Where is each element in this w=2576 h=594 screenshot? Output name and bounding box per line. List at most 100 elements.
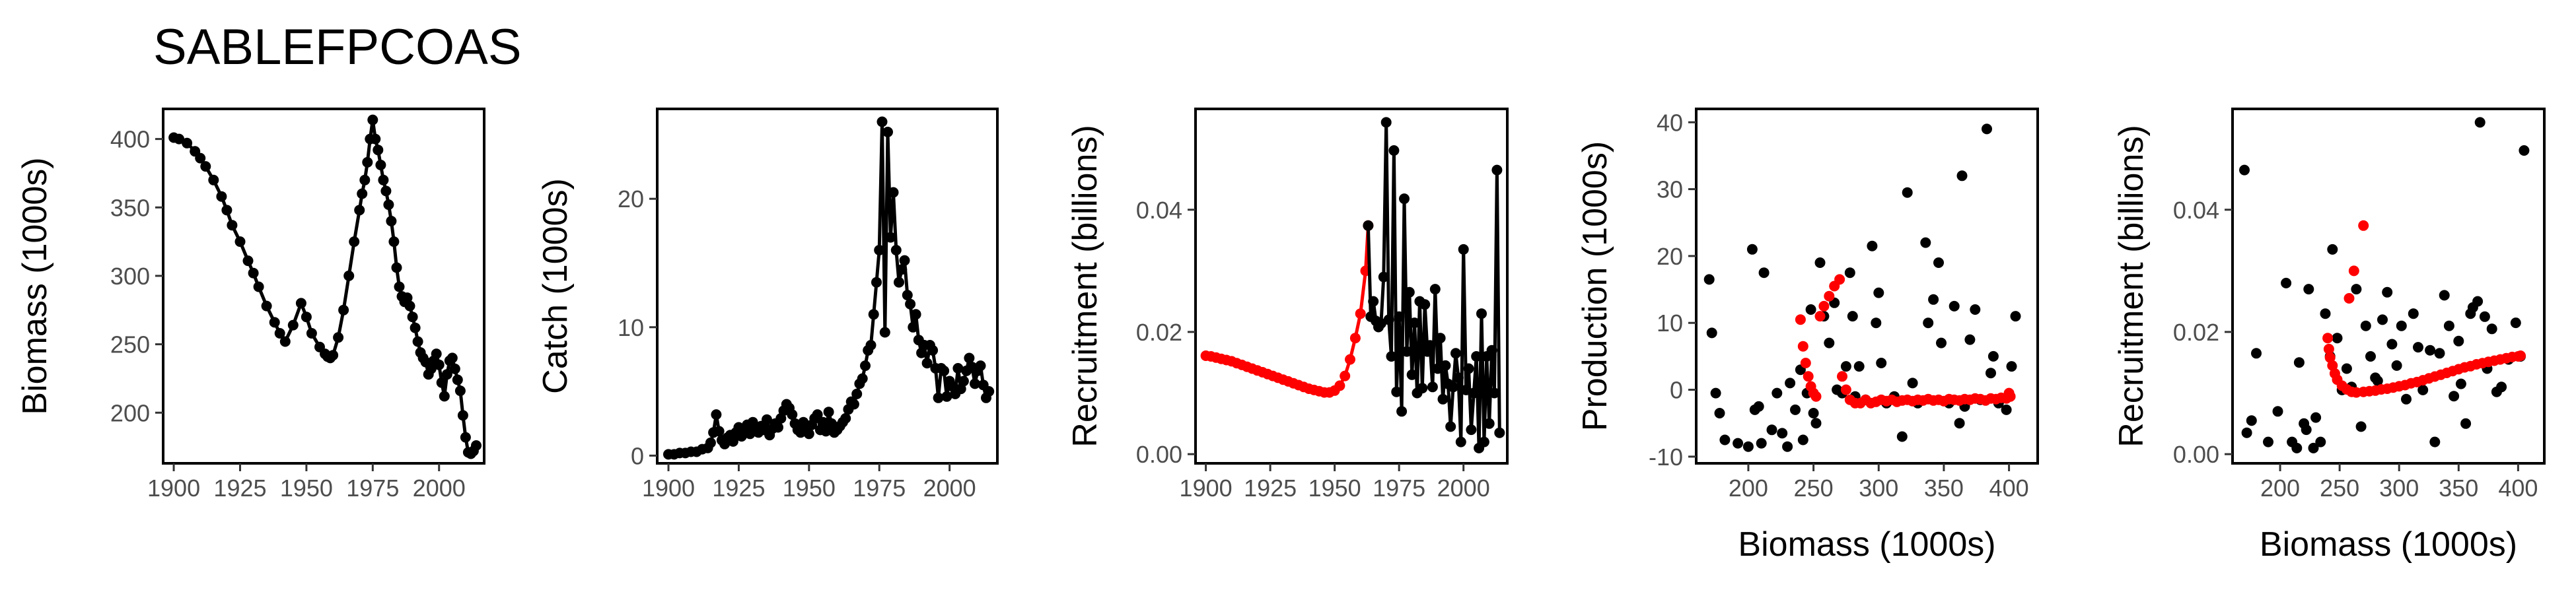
data-point (1987, 350, 1999, 362)
data-point (447, 352, 458, 364)
data-point (383, 199, 394, 211)
data-point (902, 290, 913, 301)
data-point (1437, 393, 1449, 405)
data-point (2263, 436, 2273, 447)
y-tick-label: 200 (110, 399, 150, 426)
data-point (2323, 343, 2334, 354)
panel-4: 200 250 300 350 400 -10 0 10 20 30 40 Production (1… (1576, 108, 2039, 564)
data-point (899, 255, 910, 266)
data-point (2355, 421, 2367, 432)
data-point (1871, 317, 1882, 329)
data-point (2315, 436, 2326, 447)
data-point (1808, 408, 1819, 418)
data-point (2449, 391, 2460, 402)
data-point (1703, 274, 1715, 285)
data-point (1363, 220, 1374, 231)
panel-3: 1900 1925 1950 1975 2000 0.00 0.02 0.04 Recruitm… (1066, 108, 1509, 502)
panel-5: 200 250 300 350 400 0.00 0.02 0.04 Recruitment (… (2112, 108, 2546, 564)
data-point (1771, 387, 1783, 399)
data-point (984, 386, 995, 397)
data-point (471, 440, 482, 451)
data-point (2341, 363, 2352, 374)
data-point (970, 378, 980, 389)
data-point (2443, 320, 2454, 331)
data-point (370, 133, 381, 145)
y-tick-label: 0.04 (2173, 197, 2219, 224)
data-point (818, 416, 829, 428)
data-point (2417, 384, 2429, 395)
data-point (2401, 393, 2412, 405)
data-point (1340, 370, 1351, 381)
y-tick-label: 0 (1670, 377, 1683, 404)
data-point (848, 399, 859, 410)
data-point (2472, 296, 2484, 307)
data-point (1425, 340, 1435, 351)
x-tick-label: 350 (1924, 475, 1964, 502)
y-tick-label: 250 (110, 331, 150, 358)
data-point (1489, 387, 1500, 399)
data-point (261, 300, 272, 312)
data-point (1756, 438, 1767, 449)
data-point (2327, 244, 2338, 255)
data-point (1824, 337, 1835, 348)
x-tick-label: 350 (2439, 475, 2478, 502)
data-point (1766, 424, 1777, 436)
data-point (1814, 257, 1826, 268)
data-point (433, 359, 445, 370)
data-point (1494, 427, 1505, 438)
data-point (865, 340, 877, 350)
data-point (958, 376, 969, 387)
data-point (1450, 348, 1461, 359)
data-point (1733, 438, 1744, 449)
y-tick-label: 0.00 (2173, 441, 2219, 468)
data-point (1986, 368, 1996, 379)
data-point (1388, 145, 1400, 156)
data-point (2320, 308, 2331, 319)
data-point (2360, 320, 2371, 331)
y-axis-label: Biomass (1000s) (16, 157, 54, 414)
data-point (1452, 372, 1464, 383)
data-point (287, 319, 299, 331)
data-point (896, 264, 908, 275)
data-point (1435, 333, 1446, 344)
y-axis-label: Catch (1000s) (536, 178, 575, 394)
data-point (910, 309, 921, 320)
y-tick-label: 400 (110, 126, 150, 153)
figure-title: SABLEFPCOAS (153, 19, 522, 75)
data-point (905, 298, 916, 310)
data-point (373, 145, 384, 156)
data-point (773, 422, 783, 433)
y-axis-label: Recruitment (billions) (2112, 125, 2151, 447)
data-point (2308, 442, 2319, 453)
data-point (1834, 274, 1845, 285)
data-point (1928, 294, 1939, 305)
data-point (2343, 293, 2355, 304)
data-point (1463, 363, 1474, 374)
x-axis-label: Biomass (1000s) (1738, 525, 1995, 564)
data-point (874, 245, 885, 255)
data-point (1853, 361, 1865, 372)
data-point (1876, 358, 1887, 368)
data-point (1805, 304, 1816, 315)
y-tick-label: 0.02 (1136, 319, 1182, 346)
data-point (2439, 290, 2450, 301)
data-point (2348, 265, 2359, 277)
data-point (1471, 351, 1482, 362)
data-point (840, 412, 851, 424)
data-point (407, 312, 418, 323)
data-point (410, 322, 421, 333)
data-point (1742, 441, 1754, 452)
y-tick-label: 10 (1657, 310, 1683, 337)
data-point (1355, 308, 1366, 319)
data-point (2327, 360, 2338, 371)
data-point (1824, 290, 1835, 302)
data-point (380, 185, 392, 197)
data-point (1429, 284, 1441, 295)
data-point (2310, 412, 2322, 423)
data-point (803, 428, 814, 440)
data-point (964, 352, 975, 364)
data-point (1404, 286, 1415, 298)
data-point (2324, 352, 2336, 363)
x-tick-label: 200 (1729, 475, 1768, 502)
x-tick-label: 1900 (642, 475, 695, 502)
